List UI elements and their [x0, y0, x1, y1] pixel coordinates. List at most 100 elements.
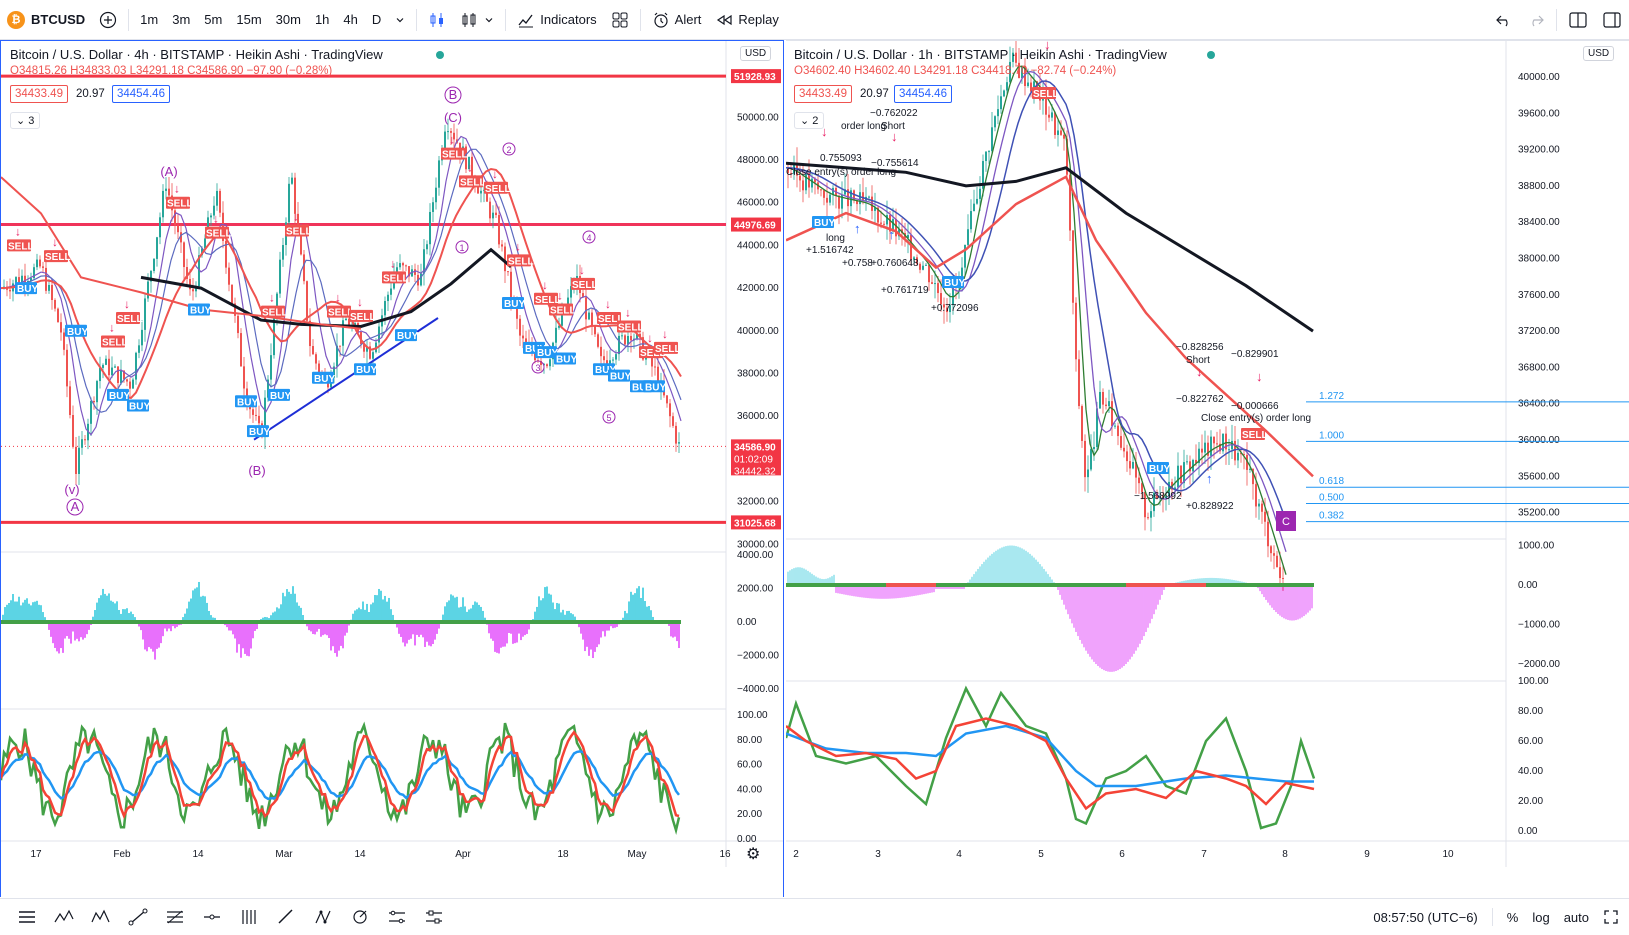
- sell-arrow-icon: ↓: [174, 182, 180, 196]
- candle-body: [666, 395, 668, 404]
- left-chart-pane[interactable]: 50000.00 48000.00 46000.00 44000.00 42000.00…: [0, 40, 784, 897]
- sell-marker: [166, 196, 190, 209]
- candle-body: [1273, 553, 1275, 556]
- candle-body: [420, 273, 422, 286]
- candle-body: [111, 367, 113, 376]
- candle-body: [390, 288, 392, 295]
- trend-line-tool[interactable]: [123, 902, 153, 932]
- compare-button[interactable]: [92, 0, 124, 40]
- candle-body: [51, 284, 53, 300]
- alert-button[interactable]: Alert: [645, 0, 709, 40]
- legend-dot-icon: [436, 51, 444, 59]
- right-ask-price[interactable]: 34454.46: [894, 85, 952, 103]
- split-layout-button[interactable]: [1561, 0, 1595, 40]
- oscillator-tick-label: −2000.00: [737, 651, 779, 662]
- chart-style-button[interactable]: [453, 0, 501, 40]
- candle-body: [447, 131, 449, 133]
- log-toggle[interactable]: log: [1532, 909, 1550, 925]
- sell-arrow-icon: ↓: [662, 327, 668, 341]
- right-bid-price[interactable]: 34433.49: [794, 85, 852, 103]
- percent-toggle[interactable]: %: [1506, 909, 1519, 925]
- ruler-tool[interactable]: [382, 902, 412, 932]
- candle-body: [216, 190, 218, 206]
- fullscreen-icon[interactable]: [1603, 909, 1619, 925]
- candle-body: [198, 255, 200, 287]
- candle-body: [1270, 546, 1272, 554]
- undo-button[interactable]: [1488, 0, 1520, 40]
- candle-body: [369, 346, 371, 359]
- short-arrow-icon: ↓: [1256, 369, 1263, 384]
- chevron-down-icon: [396, 17, 404, 22]
- auto-toggle[interactable]: auto: [1563, 909, 1589, 925]
- left-ask-price[interactable]: 34454.46: [112, 85, 170, 103]
- candle-body: [1123, 447, 1125, 452]
- price-tick-label: 46000.00: [737, 198, 779, 209]
- candle-body: [1144, 491, 1146, 518]
- menu-tool[interactable]: [12, 902, 42, 932]
- left-settings-gear-icon[interactable]: ⚙: [746, 846, 761, 863]
- right-spread: 20.97: [860, 88, 889, 100]
- candle-body: [976, 198, 978, 204]
- candle-body: [1249, 468, 1251, 470]
- left-bid-price[interactable]: 34433.49: [10, 85, 68, 103]
- left-chart-canvas[interactable]: 50000.0048000.0046000.0044000.0042000.00…: [1, 41, 784, 867]
- timeframe-4h[interactable]: 4h: [343, 12, 358, 27]
- candle-body: [675, 425, 677, 444]
- candle-body: [315, 354, 317, 364]
- sell-marker-label: SELL: [167, 199, 193, 210]
- sell-arrow-icon: ↓: [542, 278, 548, 292]
- timeframe-d[interactable]: D: [371, 12, 382, 27]
- right-chart-pane[interactable]: 40000.00 39600.00 39200.00 38800.00 38400.00…: [786, 40, 1629, 897]
- sell-marker-label: SELL: [206, 229, 232, 240]
- candle-body: [81, 439, 83, 448]
- fullscreen-button[interactable]: [1595, 0, 1629, 40]
- price-tick-label: 36000.00: [1518, 435, 1560, 446]
- pattern-tool[interactable]: [49, 902, 79, 932]
- strategy-annotation: −0.762022: [870, 108, 918, 119]
- candle-body: [594, 326, 596, 335]
- horizontal-line-tool[interactable]: [197, 902, 227, 932]
- timeframe-3m[interactable]: 3m: [172, 12, 191, 27]
- timeframe-5m[interactable]: 5m: [204, 12, 223, 27]
- vertical-lines-tool[interactable]: [234, 902, 264, 932]
- timeframe-1m[interactable]: 1m: [140, 12, 159, 27]
- layout-button[interactable]: [604, 0, 636, 40]
- candle-body: [967, 229, 969, 245]
- buy-marker: [354, 363, 376, 376]
- candle-body: [1141, 483, 1143, 492]
- c-wave-label: C: [1282, 516, 1290, 528]
- right-indicator-toggle[interactable]: ⌄ 2: [794, 112, 825, 129]
- fib-tool[interactable]: [160, 902, 190, 932]
- candle-body: [808, 173, 810, 188]
- timeframe-1h[interactable]: 1h: [314, 12, 330, 27]
- brush-tool[interactable]: [271, 902, 301, 932]
- candle-body: [1213, 436, 1215, 444]
- text-tool[interactable]: [419, 902, 449, 932]
- candle-body: [838, 195, 840, 209]
- candle-body: [820, 189, 822, 191]
- timeframe-30m[interactable]: 30m: [275, 12, 301, 27]
- left-currency-badge[interactable]: USD: [740, 46, 772, 61]
- candle-body: [147, 281, 149, 299]
- time-tick-label: Feb: [113, 849, 131, 860]
- left-indicator-toggle[interactable]: ⌄ 3: [10, 112, 41, 129]
- candle-body: [832, 187, 834, 195]
- strategy-annotation: −0.000666: [1231, 401, 1279, 412]
- chart-type-button[interactable]: [421, 0, 453, 40]
- indicators-button[interactable]: Indicators: [510, 0, 603, 40]
- right-currency-badge[interactable]: USD: [1583, 46, 1615, 61]
- candle-body: [504, 246, 506, 272]
- timeframe-dropdown[interactable]: [388, 0, 412, 40]
- right-chart-canvas[interactable]: 40000.00 39600.00 39200.00 38800.00 38400.00…: [786, 41, 1629, 867]
- candle-body: [1234, 440, 1236, 461]
- cycle-tool[interactable]: [345, 902, 375, 932]
- redo-button[interactable]: [1520, 0, 1552, 40]
- sell-arrow-icon: ↓: [557, 288, 563, 302]
- replay-button[interactable]: Replay: [708, 0, 785, 40]
- node-tool[interactable]: [308, 902, 338, 932]
- clock-time[interactable]: 08:57:50 (UTC−6): [1373, 909, 1478, 925]
- elliott-wave-tool[interactable]: [86, 902, 116, 932]
- buy-marker-label: BUY: [67, 327, 88, 338]
- timeframe-15m[interactable]: 15m: [236, 12, 262, 27]
- symbol-selector[interactable]: ₿ BTCUSD: [0, 0, 92, 40]
